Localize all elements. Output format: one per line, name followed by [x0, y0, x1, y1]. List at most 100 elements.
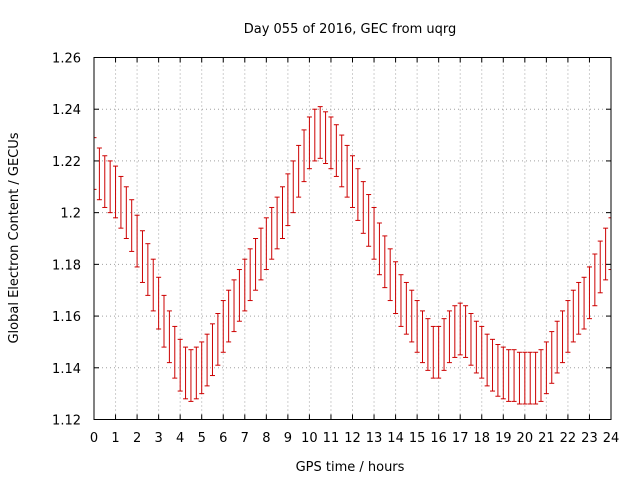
x-tick-label: 10: [301, 431, 318, 446]
x-tick-label: 23: [581, 431, 598, 446]
y-tick-label: 1.2: [60, 207, 81, 222]
error-bar-point: [177, 338, 183, 392]
error-bar-point: [247, 248, 253, 302]
error-bar-point: [150, 258, 156, 312]
x-tick-label: 13: [366, 431, 383, 446]
error-bar-point: [236, 269, 242, 322]
error-bar-point: [193, 346, 199, 400]
error-bar-point: [403, 281, 409, 335]
error-bar-point: [495, 344, 501, 397]
error-bar-point: [317, 106, 323, 159]
axis-ticks: [93, 57, 612, 420]
error-bar-point: [279, 186, 285, 239]
error-bar-point: [382, 235, 388, 289]
error-bar-point: [129, 199, 135, 252]
error-bar-point: [522, 351, 528, 405]
error-bar-point: [527, 351, 533, 405]
error-bar-point: [463, 305, 469, 358]
x-tick-label: 24: [603, 431, 620, 446]
x-tick-label: 3: [154, 431, 162, 446]
error-bar-point: [118, 175, 124, 229]
error-bar-point: [570, 289, 576, 343]
x-tick-label: 1: [111, 431, 119, 446]
error-bar-point: [538, 349, 544, 402]
plot-frame: [93, 57, 612, 420]
error-bar-point: [188, 349, 194, 402]
error-bar-point: [420, 310, 426, 364]
error-bar-point: [516, 351, 522, 405]
error-bar-point: [328, 116, 334, 170]
y-tick-label: 1.16: [52, 310, 81, 325]
error-bar-point: [96, 147, 102, 201]
y-axis-label: Global Electron Content / GECUs: [7, 132, 22, 343]
error-bar-point: [258, 227, 264, 281]
x-tick-label: 14: [387, 431, 404, 446]
error-bar-point: [166, 310, 172, 364]
error-bar-point: [242, 258, 248, 312]
error-bar-point: [543, 341, 549, 395]
x-tick-label: 22: [560, 431, 577, 446]
x-tick-label: 20: [517, 431, 534, 446]
error-bar-point: [398, 274, 404, 327]
error-bar-point: [215, 312, 221, 366]
error-bar-point: [592, 253, 598, 307]
error-bar-point: [183, 346, 189, 400]
x-tick-label: 0: [90, 431, 98, 446]
y-tick-label: 1.22: [52, 155, 81, 170]
error-bar-point: [172, 325, 178, 379]
error-bar-point: [603, 227, 609, 281]
error-bar-point: [139, 230, 145, 283]
error-bar-point: [145, 243, 151, 296]
error-bar-point: [457, 302, 463, 356]
error-bar-point: [123, 186, 129, 239]
x-tick-label: 7: [241, 431, 249, 446]
x-tick-label: 4: [176, 431, 184, 446]
x-tick-labels: 0 1 2 3 4 5 6 7 8 9 10 11 12 13 14 15 16 17 18 19 20 21 22 23 24: [90, 431, 619, 446]
x-tick-label: 2: [133, 431, 141, 446]
error-bar-point: [506, 349, 512, 402]
error-bar-point: [554, 320, 560, 374]
error-bar-point: [274, 196, 280, 250]
error-bar-point: [231, 279, 237, 333]
error-bar-point: [409, 289, 415, 343]
error-bar-point: [473, 320, 479, 374]
error-bar-point: [387, 248, 393, 302]
error-bar-point: [204, 333, 210, 387]
x-tick-label: 11: [323, 431, 340, 446]
error-bar-point: [360, 181, 366, 234]
error-bar-point: [586, 266, 592, 320]
error-bar-point: [371, 206, 377, 260]
error-bars: [93, 106, 612, 405]
error-bar-point: [296, 144, 302, 198]
error-bar-point: [306, 116, 312, 170]
error-bar-point: [597, 240, 603, 294]
error-bar-point: [576, 281, 582, 335]
y-tick-labels: 1.12 1.14 1.16 1.18 1.2 1.22 1.24 1.26: [52, 52, 81, 429]
y-tick-label: 1.12: [52, 414, 81, 429]
x-tick-label: 21: [538, 431, 555, 446]
error-bar-point: [560, 310, 566, 364]
error-bar-point: [533, 351, 539, 405]
error-bar-point: [441, 318, 447, 371]
error-bar-point: [452, 305, 458, 358]
x-tick-label: 19: [495, 431, 512, 446]
error-bar-point: [376, 222, 382, 276]
error-bar-point: [263, 217, 269, 271]
error-bar-point: [156, 276, 162, 330]
x-tick-label: 8: [262, 431, 270, 446]
error-bar-point: [199, 341, 205, 395]
error-bar-point: [355, 168, 361, 221]
error-bar-point: [366, 194, 372, 247]
x-tick-label: 6: [219, 431, 227, 446]
error-bar-point: [468, 312, 474, 366]
error-bar-point: [339, 134, 345, 188]
x-axis-label: GPS time / hours: [296, 460, 405, 475]
error-bar-point: [565, 300, 571, 353]
x-tick-label: 18: [473, 431, 490, 446]
y-tick-label: 1.26: [52, 52, 81, 67]
y-tick-label: 1.24: [52, 103, 81, 118]
error-bar-point: [102, 155, 108, 208]
error-bar-point: [430, 325, 436, 379]
error-bar-point: [323, 111, 329, 165]
error-bar-point: [350, 155, 355, 208]
